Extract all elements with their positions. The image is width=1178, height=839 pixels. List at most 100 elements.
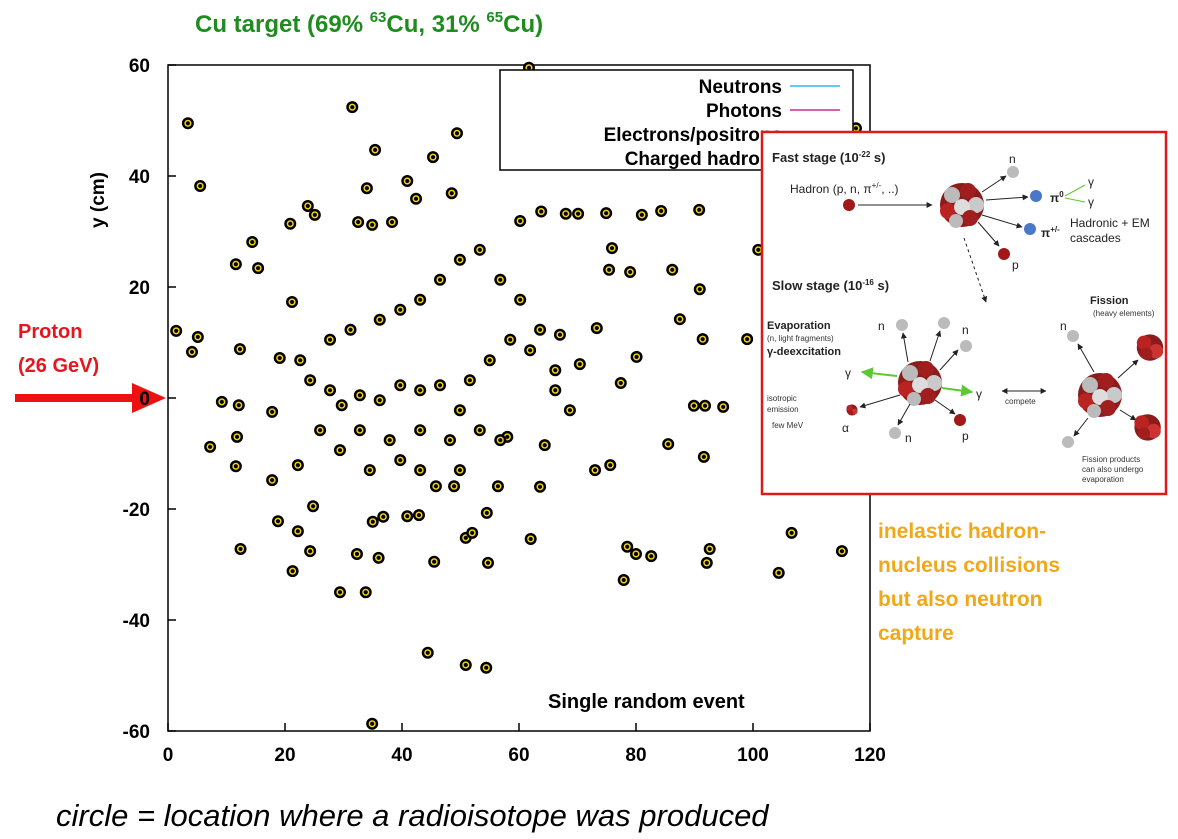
isotope-point: [559, 207, 572, 220]
legend-label: Charged hadrons: [625, 149, 782, 170]
inset-text: γ: [1088, 175, 1094, 189]
arrow: [985, 194, 1029, 201]
fragment: [1136, 334, 1164, 361]
y-tick-label: 60: [129, 56, 150, 77]
isotope-point: [246, 236, 259, 249]
inset-text: Hadron (p, n, π+/-, ..): [790, 181, 899, 196]
isotope-point: [573, 358, 586, 371]
inset: Fast stage (10-22 s) Hadron (p, n, π+/-,…: [760, 130, 1168, 496]
isotope-point: [266, 474, 279, 487]
arrow: [1073, 417, 1089, 437]
text-part: Slow stage (10: [772, 278, 862, 293]
particle: [1030, 190, 1042, 202]
isotope-point: [428, 555, 441, 568]
text-part: π: [1050, 191, 1059, 205]
isotope-point: [286, 295, 299, 308]
isotope-point: [835, 545, 848, 558]
isotope-point: [450, 127, 463, 140]
isotope-point: [386, 216, 399, 229]
isotope-point: [363, 464, 376, 477]
isotope-point: [514, 214, 527, 227]
isotope-point: [412, 509, 425, 522]
arrow: [981, 214, 1023, 229]
isotope-point: [480, 661, 493, 674]
isotope-point: [600, 207, 613, 220]
isotope-point: [483, 354, 496, 367]
isotope-point: [621, 540, 634, 553]
inset-text: few MeV: [772, 421, 804, 430]
gamma-arrow: [860, 367, 898, 380]
isotope-point: [394, 379, 407, 392]
isotope-point: [480, 506, 493, 519]
isotope-point: [655, 204, 668, 217]
particle: [960, 340, 972, 352]
inset-text: n: [962, 323, 969, 337]
arrow: [897, 403, 911, 426]
isotope-point: [717, 400, 730, 413]
isotope-point: [359, 586, 372, 599]
isotope-point: [350, 547, 363, 560]
isotope-point: [494, 434, 507, 447]
isotope-point: [229, 258, 242, 271]
inset-text: n: [1009, 152, 1016, 166]
isotope-point: [693, 203, 706, 216]
inset-text: γ: [845, 366, 851, 380]
inset-text: emission: [767, 405, 799, 414]
inset-text: can also undergo: [1082, 465, 1144, 474]
isotope-point: [635, 208, 648, 221]
isotope-point: [491, 480, 504, 493]
isotope-point: [360, 182, 373, 195]
isotope-point: [445, 187, 458, 200]
isotope-point: [741, 333, 754, 346]
x-tick-label: 60: [508, 745, 529, 766]
inset-heading: Fast stage (10-22 s): [772, 150, 885, 165]
particle: [1067, 330, 1079, 342]
isotope-point: [291, 525, 304, 538]
isotope-point: [170, 324, 183, 337]
text-sup: +/-: [1050, 225, 1060, 234]
particle: [1007, 166, 1019, 178]
y-tick-label: -20: [123, 500, 150, 521]
arrow: [981, 175, 1007, 193]
isotope-point: [234, 542, 247, 555]
isotope-point: [294, 354, 307, 367]
isotope-point: [301, 199, 314, 212]
arrow: [859, 394, 901, 409]
isotope-point: [535, 205, 548, 218]
inset-text: p: [1012, 258, 1019, 272]
isotope-point: [414, 384, 427, 397]
isotope-point: [352, 216, 365, 229]
isotope-point: [394, 303, 407, 316]
arrow: [977, 221, 1000, 247]
isotope-point: [572, 207, 585, 220]
title-part: Cu, 31%: [386, 11, 486, 38]
isotope-point: [383, 434, 396, 447]
isotope-point: [369, 143, 382, 156]
arrow: [900, 332, 909, 363]
x-tick-label: 120: [854, 745, 886, 766]
isotope-point: [693, 283, 706, 296]
text-part: s): [874, 278, 889, 293]
isotope-point: [534, 480, 547, 493]
isotope-point: [645, 550, 658, 563]
isotope-point: [697, 450, 710, 463]
text-part: , ..): [881, 182, 898, 196]
arrow: [1119, 409, 1137, 421]
isotope-point: [394, 454, 407, 467]
isotope-point: [466, 526, 479, 539]
inset-text: γ: [976, 387, 982, 401]
isotope-point: [333, 444, 346, 457]
particle: [889, 427, 901, 439]
inset-text: π0: [1050, 190, 1064, 205]
isotope-point: [252, 262, 265, 275]
x-tick-label: 80: [625, 745, 646, 766]
isotope-point: [617, 574, 630, 587]
inset-text: γ-deexcitation: [767, 346, 841, 358]
process-note: nucleus collisions: [878, 554, 1060, 577]
beam-arrow: [15, 383, 166, 413]
isotope-point: [453, 404, 466, 417]
isotope-point: [687, 399, 700, 412]
gamma-line: [1064, 197, 1086, 203]
